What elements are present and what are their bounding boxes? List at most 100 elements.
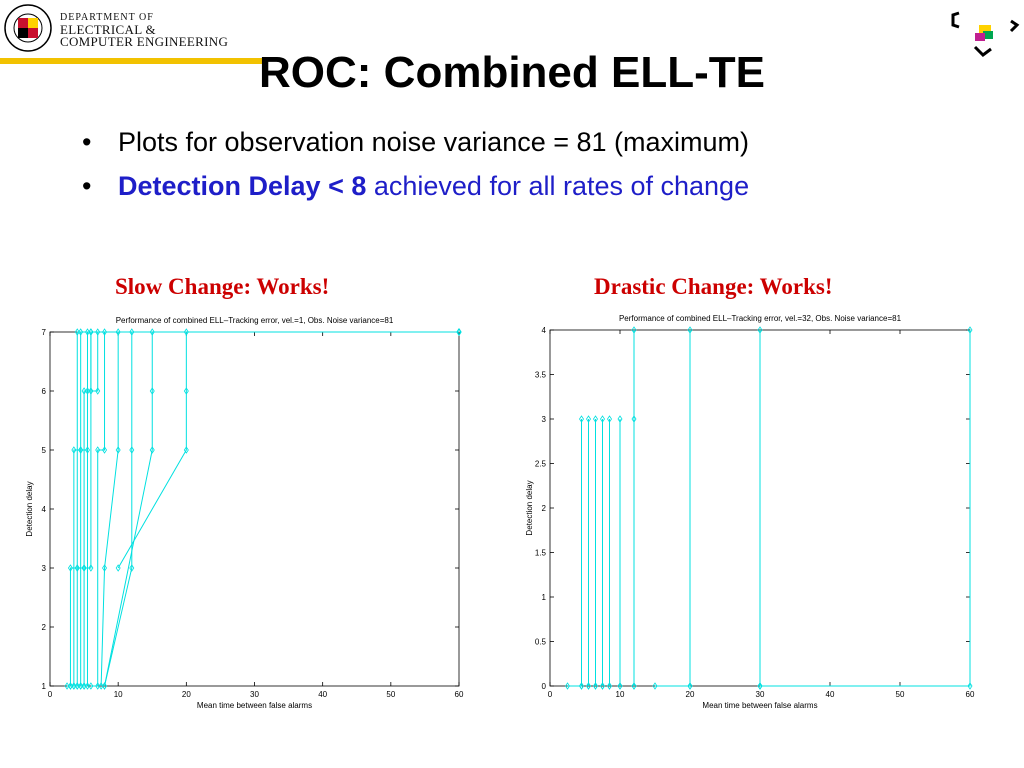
x-axis-label: Mean time between false alarms <box>702 701 817 710</box>
data-point-marker <box>456 328 462 336</box>
data-point-marker <box>64 682 70 690</box>
data-point-marker <box>71 446 77 454</box>
data-point-marker <box>78 682 84 690</box>
data-point-marker <box>102 682 108 690</box>
y-tick-label: 0 <box>542 682 547 691</box>
data-point-marker <box>586 682 591 690</box>
data-point-marker <box>71 682 77 690</box>
series-line <box>104 331 459 687</box>
x-tick-label: 50 <box>386 690 395 699</box>
data-point-marker <box>687 682 693 690</box>
data-point-marker <box>600 682 605 690</box>
data-point-marker <box>579 682 584 690</box>
data-point-marker <box>183 328 189 336</box>
data-point-marker <box>631 682 637 690</box>
y-axis-label: Detection delay <box>525 480 534 535</box>
data-point-marker <box>757 326 763 334</box>
plot-frame <box>49 331 460 687</box>
data-point-marker <box>115 564 121 572</box>
data-point-marker <box>102 446 108 454</box>
data-point-marker <box>95 328 101 336</box>
data-point-marker <box>617 682 623 690</box>
data-point-marker <box>88 682 94 690</box>
x-tick-label: 10 <box>616 690 625 699</box>
x-tick-label: 30 <box>250 690 259 699</box>
data-point-marker <box>129 564 135 572</box>
data-point-marker <box>67 682 73 690</box>
data-point-marker <box>687 682 693 690</box>
y-tick-label: 3.5 <box>535 371 547 380</box>
data-point-marker <box>74 328 80 336</box>
data-point-marker <box>81 387 87 395</box>
data-point-marker <box>115 446 121 454</box>
data-point-marker <box>617 415 623 423</box>
bullet-marker: • <box>82 171 92 201</box>
y-tick-label: 1 <box>42 682 47 691</box>
data-point-marker <box>95 446 101 454</box>
data-point-marker <box>129 328 135 336</box>
data-point-marker <box>74 682 80 690</box>
series-line <box>67 331 459 687</box>
y-tick-label: 2 <box>542 504 547 513</box>
series-line <box>73 331 459 687</box>
data-point-marker <box>967 326 973 334</box>
data-point-marker <box>85 682 90 690</box>
data-point-marker <box>757 682 763 690</box>
slide-title: ROC: Combined ELL-TE <box>259 48 765 97</box>
data-point-marker <box>600 682 605 690</box>
data-point-marker <box>757 682 763 690</box>
data-point-marker <box>85 387 90 395</box>
series-line <box>760 330 971 687</box>
data-point-marker <box>586 682 591 690</box>
data-point-marker <box>129 446 135 454</box>
data-point-marker <box>81 682 87 690</box>
plot-frame <box>549 329 971 687</box>
data-point-marker <box>456 328 462 336</box>
data-point-marker <box>593 682 598 690</box>
data-point-marker <box>115 328 121 336</box>
data-point-marker <box>78 446 84 454</box>
data-point-marker <box>456 328 462 336</box>
data-point-marker <box>98 682 104 690</box>
data-point-marker <box>71 682 77 690</box>
bullet-text: Plots for observation noise variance = 8… <box>118 127 750 157</box>
data-point-marker <box>565 682 570 690</box>
data-point-marker <box>607 682 612 690</box>
data-point-marker <box>67 564 73 572</box>
data-point-marker <box>456 328 462 336</box>
x-tick-label: 60 <box>966 690 975 699</box>
data-point-marker <box>579 682 584 690</box>
y-tick-label: 0.5 <box>535 638 547 647</box>
y-tick-label: 4 <box>542 326 547 335</box>
data-point-marker <box>88 328 94 336</box>
data-point-marker <box>617 682 623 690</box>
data-point-marker <box>102 328 108 336</box>
y-tick-label: 3 <box>42 564 47 573</box>
right-panel-heading: Drastic Change: Works! <box>594 274 833 299</box>
x-tick-label: 60 <box>455 690 464 699</box>
data-point-marker <box>593 682 598 690</box>
data-point-marker <box>456 328 462 336</box>
series-line <box>655 330 691 687</box>
x-tick-label: 20 <box>686 690 695 699</box>
data-point-marker <box>456 328 462 336</box>
series-line <box>84 331 459 687</box>
data-point-marker <box>149 387 155 395</box>
data-point-marker <box>81 682 87 690</box>
chart-title: Performance of combined ELL–Tracking err… <box>116 316 394 325</box>
series-line <box>567 419 582 687</box>
data-point-marker <box>74 682 80 690</box>
data-point-marker <box>102 564 108 572</box>
bullet-rest: achieved for all rates of change <box>366 171 750 201</box>
series-line <box>90 331 459 687</box>
x-tick-label: 40 <box>318 690 327 699</box>
data-point-marker <box>85 446 90 454</box>
data-point-marker <box>81 564 87 572</box>
data-point-marker <box>607 682 612 690</box>
series-line <box>70 331 459 687</box>
data-point-marker <box>967 682 973 690</box>
y-tick-label: 2.5 <box>535 460 547 469</box>
data-point-marker <box>183 446 189 454</box>
y-tick-label: 6 <box>42 387 47 396</box>
